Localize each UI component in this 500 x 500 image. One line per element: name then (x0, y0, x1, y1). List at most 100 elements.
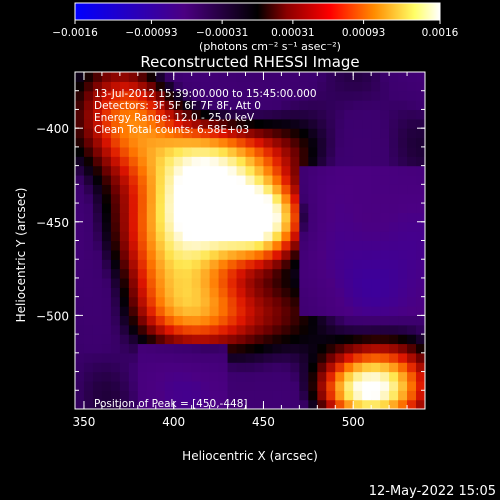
heatmap-cell (164, 315, 175, 326)
heatmap-cell (263, 287, 274, 298)
heatmap-cell (75, 371, 85, 382)
heatmap-cell (218, 324, 229, 335)
heatmap-cell (326, 352, 336, 363)
heatmap-cell (110, 128, 121, 139)
heatmap-cell (92, 399, 103, 409)
heatmap-cell (290, 371, 300, 382)
heatmap-cell (308, 203, 318, 214)
heatmap-cell (146, 137, 157, 148)
heatmap-cell (155, 268, 166, 279)
heatmap-cell (182, 100, 193, 111)
heatmap-cell (227, 343, 238, 354)
heatmap-cell (317, 203, 327, 214)
heatmap-cell (335, 399, 345, 409)
heatmap-cell (353, 156, 363, 167)
heatmap-cell (254, 277, 265, 288)
heatmap-cell (389, 203, 399, 214)
heatmap-cell (308, 109, 318, 120)
heatmap-cell (182, 287, 193, 298)
heatmap-cell (362, 371, 372, 382)
heatmap-cell (227, 203, 238, 214)
heatmap-cell (128, 174, 139, 185)
heatmap-cell (335, 193, 345, 204)
heatmap-cell (389, 221, 399, 232)
heatmap-cell (254, 193, 265, 204)
heatmap-cell (281, 296, 291, 307)
heatmap-cell (290, 109, 300, 120)
heatmap-cell (75, 184, 85, 195)
heatmap-cell (146, 399, 157, 409)
heatmap-cell (299, 371, 309, 382)
heatmap-cell (101, 371, 112, 382)
heatmap-cell (128, 118, 139, 129)
heatmap-cell (416, 259, 425, 270)
heatmap-cell (128, 109, 139, 120)
heatmap-cell (209, 277, 220, 288)
heatmap-cell (155, 399, 166, 409)
heatmap-cell (344, 371, 354, 382)
heatmap-cell (182, 72, 193, 82)
heatmap-cell (335, 146, 345, 157)
heatmap-cell (200, 380, 211, 391)
heatmap-cell (398, 380, 408, 391)
heatmap-cell (75, 90, 85, 101)
heatmap-cell (75, 212, 85, 223)
heatmap-cell (380, 287, 390, 298)
heatmap-cell (83, 277, 94, 288)
heatmap-cell (254, 137, 265, 148)
heatmap-cell (92, 287, 103, 298)
heatmap-cell (308, 343, 318, 354)
heatmap-cell (407, 362, 417, 373)
heatmap-cell (326, 277, 336, 288)
heatmap-cell (398, 118, 408, 129)
heatmap-cell (263, 362, 274, 373)
annotation-block: 13-Jul-2012 15:39:00.000 to 15:45:00.000… (94, 88, 317, 136)
heatmap-cell (317, 306, 327, 316)
heatmap-cell (317, 362, 327, 373)
heatmap-cell (299, 352, 309, 363)
heatmap-cell (353, 109, 363, 120)
heatmap-cell (110, 352, 121, 363)
colorbar-tick-label: 0.00093 (342, 27, 385, 39)
heatmap-cell (209, 231, 220, 242)
heatmap-cell (407, 203, 417, 214)
heatmap-cell (110, 118, 121, 129)
heatmap-cell (101, 193, 112, 204)
heatmap-cell (344, 277, 354, 288)
heatmap-cell (389, 352, 399, 363)
heatmap-cell (353, 174, 363, 185)
heatmap-cell (209, 212, 220, 223)
heatmap-cell (371, 390, 381, 401)
heatmap-cell (101, 231, 112, 242)
heatmap-cell (200, 240, 211, 251)
heatmap-cell (110, 174, 121, 185)
heatmap-cell (344, 306, 354, 316)
heatmap-cell (128, 231, 139, 242)
heatmap-cell (407, 240, 417, 251)
heatmap-cell (371, 324, 381, 335)
heatmap-cell (263, 193, 274, 204)
heatmap-cell (92, 296, 103, 307)
heatmap-cell (272, 380, 283, 391)
heatmap-cell (164, 352, 175, 363)
heatmap-cell (146, 240, 157, 251)
heatmap-cell (128, 146, 139, 157)
heatmap-cell (209, 306, 220, 316)
heatmap-cell (326, 203, 336, 214)
heatmap-cell (416, 184, 425, 195)
heatmap-cell (407, 296, 417, 307)
heatmap-cell (245, 268, 256, 279)
heatmap-cell (353, 315, 363, 326)
heatmap-cell (290, 240, 300, 251)
heatmap-cell (119, 212, 130, 223)
heatmap-cell (173, 72, 184, 82)
heatmap-cell (407, 90, 417, 101)
heatmap-cell (281, 362, 291, 373)
heatmap-cell (119, 128, 130, 139)
heatmap-cell (75, 390, 85, 401)
heatmap-cell (209, 240, 220, 251)
heatmap-cell (83, 390, 94, 401)
heatmap-cell (353, 184, 363, 195)
heatmap-cell (290, 165, 300, 176)
heatmap-cell (281, 324, 291, 335)
